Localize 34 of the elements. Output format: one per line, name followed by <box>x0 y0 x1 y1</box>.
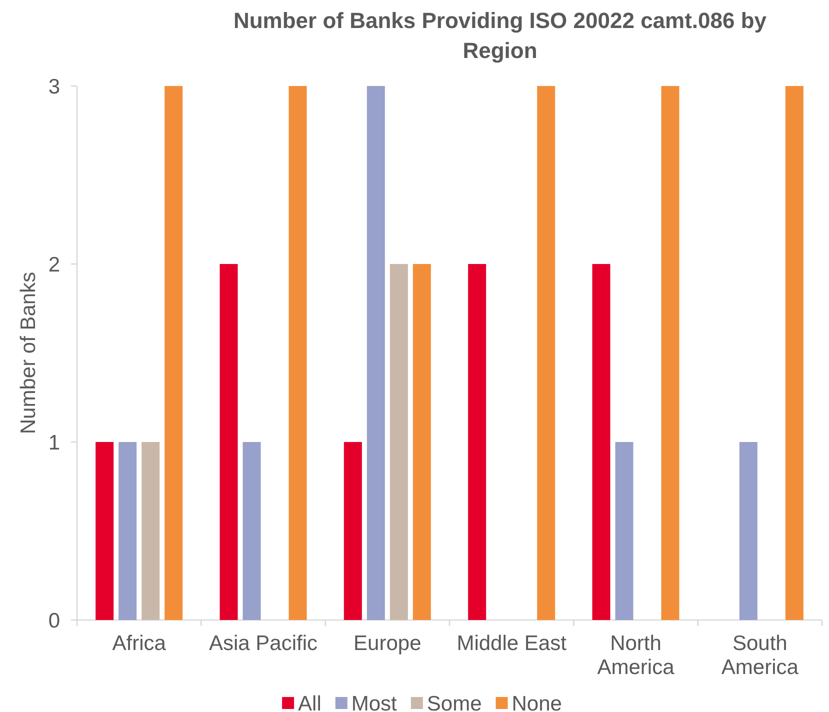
bar <box>412 264 431 620</box>
x-tick-label: Asia Pacific <box>208 632 318 655</box>
bar <box>468 264 486 620</box>
y-tick-label: 1 <box>48 431 60 454</box>
bar <box>661 86 680 620</box>
bar <box>785 86 804 620</box>
bar <box>118 442 137 620</box>
legend-label: Some <box>426 692 482 712</box>
bar <box>96 442 114 620</box>
x-tick-label: Africa <box>112 632 166 655</box>
bar <box>220 264 238 620</box>
x-tick-label: North America <box>597 632 675 679</box>
y-axis-title: Number of Banks <box>17 272 40 434</box>
bar <box>164 86 183 620</box>
bar <box>592 264 610 620</box>
legend-label: All <box>298 692 322 712</box>
x-tick-label: Middle East <box>456 632 567 655</box>
chart-title: Number of Banks Providing ISO 20022 camt.086 by Region <box>233 8 768 63</box>
bar <box>288 86 307 620</box>
y-tick-label: 3 <box>48 75 60 98</box>
bar <box>615 442 634 620</box>
y-tick-label: 2 <box>48 253 60 276</box>
bar <box>739 442 758 620</box>
bar <box>537 86 556 620</box>
bar <box>242 442 261 620</box>
legend-label: None <box>512 692 562 712</box>
legend-label: Most <box>351 692 398 712</box>
bar <box>142 442 160 620</box>
bar <box>366 86 385 620</box>
bar <box>344 442 362 620</box>
y-tick-label: 0 <box>48 609 60 632</box>
bar <box>390 264 408 620</box>
x-tick-label: South America <box>721 632 799 679</box>
x-tick-label: Europe <box>354 632 422 655</box>
